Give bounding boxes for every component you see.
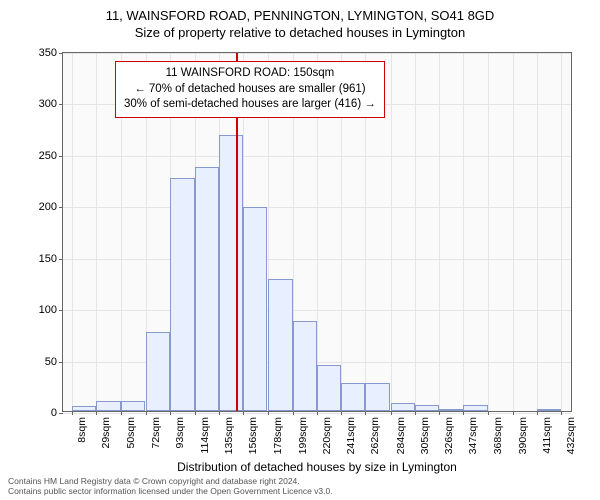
- x-tick-label: 50sqm: [125, 417, 137, 449]
- histogram-bar: [293, 321, 317, 412]
- x-tick-label: 241sqm: [345, 417, 357, 454]
- histogram-bar: [243, 207, 267, 411]
- x-tick-mark: [170, 411, 171, 415]
- x-tick-label: 114sqm: [199, 417, 211, 454]
- x-tick-mark: [219, 411, 220, 415]
- footer-line2: Contains public sector information licen…: [8, 486, 333, 496]
- x-tick-label: 135sqm: [223, 417, 235, 454]
- y-tick-mark: [59, 104, 63, 105]
- histogram-chart: 0501001502002503003508sqm29sqm50sqm72sqm…: [62, 52, 572, 412]
- y-tick-label: 100: [27, 304, 57, 316]
- annotation-box: 11 WAINSFORD ROAD: 150sqm← 70% of detach…: [115, 61, 385, 118]
- y-tick-mark: [59, 413, 63, 414]
- y-tick-label: 300: [27, 98, 57, 110]
- x-tick-mark: [488, 411, 489, 415]
- x-tick-label: 178sqm: [272, 417, 284, 454]
- x-tick-mark: [317, 411, 318, 415]
- y-tick-mark: [59, 259, 63, 260]
- y-tick-label: 250: [27, 150, 57, 162]
- x-tick-label: 220sqm: [321, 417, 333, 454]
- x-tick-mark: [537, 411, 538, 415]
- histogram-bar: [146, 332, 170, 411]
- x-tick-label: 305sqm: [419, 417, 431, 454]
- histogram-bar: [195, 167, 219, 411]
- x-tick-label: 347sqm: [467, 417, 479, 454]
- gridline-vertical: [72, 53, 73, 411]
- x-tick-mark: [146, 411, 147, 415]
- x-tick-label: 390sqm: [517, 417, 529, 454]
- histogram-bar: [463, 405, 487, 411]
- gridline-vertical: [415, 53, 416, 411]
- x-tick-label: 368sqm: [492, 417, 504, 454]
- histogram-bar: [341, 383, 365, 411]
- histogram-bar: [537, 409, 561, 411]
- gridline-vertical: [488, 53, 489, 411]
- histogram-bar: [391, 403, 415, 411]
- histogram-bar: [219, 135, 243, 411]
- y-tick-mark: [59, 53, 63, 54]
- y-tick-label: 150: [27, 253, 57, 265]
- x-tick-mark: [341, 411, 342, 415]
- y-tick-mark: [59, 310, 63, 311]
- x-tick-mark: [243, 411, 244, 415]
- annotation-line: ← 70% of detached houses are smaller (96…: [124, 82, 376, 98]
- x-tick-mark: [268, 411, 269, 415]
- gridline-vertical: [439, 53, 440, 411]
- x-tick-mark: [415, 411, 416, 415]
- histogram-bar: [415, 405, 439, 411]
- x-tick-mark: [365, 411, 366, 415]
- y-tick-label: 200: [27, 201, 57, 213]
- x-tick-mark: [391, 411, 392, 415]
- histogram-bar: [268, 279, 292, 411]
- histogram-bar: [121, 401, 145, 411]
- gridline-vertical: [96, 53, 97, 411]
- footer-line1: Contains HM Land Registry data © Crown c…: [8, 476, 333, 486]
- x-tick-label: 8sqm: [76, 417, 88, 443]
- x-tick-label: 411sqm: [541, 417, 553, 454]
- annotation-line: 11 WAINSFORD ROAD: 150sqm: [124, 66, 376, 82]
- histogram-bar: [96, 401, 120, 411]
- x-tick-mark: [463, 411, 464, 415]
- y-tick-mark: [59, 156, 63, 157]
- x-tick-mark: [513, 411, 514, 415]
- x-tick-label: 29sqm: [100, 417, 112, 449]
- x-tick-label: 326sqm: [443, 417, 455, 454]
- x-tick-label: 284sqm: [395, 417, 407, 454]
- plot-area: 0501001502002503003508sqm29sqm50sqm72sqm…: [62, 52, 572, 412]
- y-tick-label: 0: [27, 407, 57, 419]
- attribution-footer: Contains HM Land Registry data © Crown c…: [8, 476, 333, 496]
- x-tick-mark: [96, 411, 97, 415]
- x-axis-label: Distribution of detached houses by size …: [62, 460, 572, 474]
- x-tick-label: 432sqm: [565, 417, 577, 454]
- y-tick-mark: [59, 362, 63, 363]
- x-tick-mark: [439, 411, 440, 415]
- gridline-vertical: [561, 53, 562, 411]
- histogram-bar: [365, 383, 389, 411]
- annotation-line: 30% of semi-detached houses are larger (…: [124, 97, 376, 113]
- gridline-vertical: [391, 53, 392, 411]
- histogram-bar: [72, 406, 96, 411]
- x-tick-mark: [195, 411, 196, 415]
- histogram-bar: [170, 178, 194, 411]
- histogram-bar: [439, 409, 463, 411]
- gridline-vertical: [513, 53, 514, 411]
- x-tick-mark: [293, 411, 294, 415]
- page-title-line2: Size of property relative to detached ho…: [0, 23, 600, 40]
- x-tick-label: 156sqm: [247, 417, 259, 454]
- x-tick-mark: [72, 411, 73, 415]
- gridline-vertical: [463, 53, 464, 411]
- gridline-vertical: [537, 53, 538, 411]
- x-tick-label: 262sqm: [369, 417, 381, 454]
- y-tick-mark: [59, 207, 63, 208]
- x-tick-mark: [561, 411, 562, 415]
- histogram-bar: [317, 365, 341, 411]
- x-tick-label: 72sqm: [150, 417, 162, 449]
- x-tick-label: 93sqm: [174, 417, 186, 449]
- x-tick-label: 199sqm: [297, 417, 309, 454]
- y-tick-label: 350: [27, 47, 57, 59]
- x-tick-mark: [121, 411, 122, 415]
- y-tick-label: 50: [27, 356, 57, 368]
- page-title-line1: 11, WAINSFORD ROAD, PENNINGTON, LYMINGTO…: [0, 8, 600, 23]
